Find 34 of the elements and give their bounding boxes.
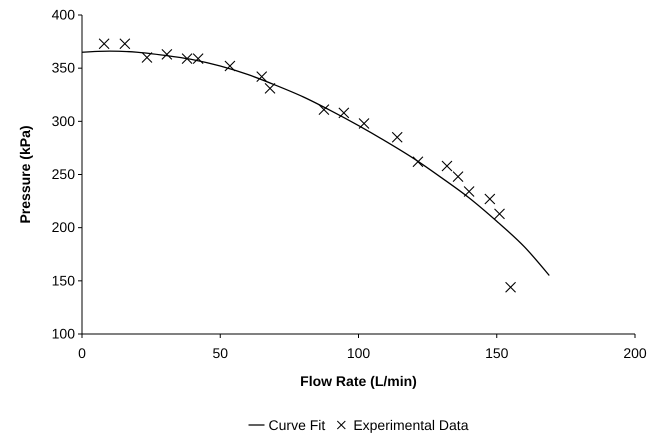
point [412, 156, 424, 168]
point [452, 171, 464, 182]
x-tick-label: 150 [485, 344, 509, 361]
x-tick-label: 50 [212, 344, 228, 361]
legend-label: Experimental Data [353, 417, 469, 433]
point [494, 208, 506, 220]
point [224, 60, 236, 72]
x-tick-label: 200 [623, 344, 647, 361]
point [358, 118, 370, 130]
y-tick-label: 150 [52, 272, 76, 288]
point [505, 282, 516, 293]
y-tick-label: 300 [52, 112, 76, 129]
point [318, 104, 330, 116]
y-tick-label: 250 [52, 166, 76, 182]
x-tick-label: 0 [78, 344, 86, 361]
point [98, 38, 110, 50]
point [141, 52, 153, 64]
point [484, 193, 496, 205]
y-tick-label: 400 [52, 6, 76, 22]
y-axis-title: Pressure (kPa) [17, 125, 33, 224]
point [392, 132, 403, 143]
point [119, 38, 130, 50]
y-tick-label: 350 [52, 60, 76, 76]
point [161, 48, 172, 60]
x-tick-label: 100 [346, 344, 370, 361]
point [338, 107, 350, 118]
y-tick-label: 100 [52, 325, 76, 342]
point [464, 186, 475, 198]
y-tick-label: 200 [52, 219, 76, 236]
legend-label: Curve Fit [268, 417, 326, 433]
x-axis-title: Flow Rate (L/min) [300, 373, 417, 389]
point [264, 82, 276, 94]
point [256, 71, 268, 82]
point [441, 160, 453, 172]
